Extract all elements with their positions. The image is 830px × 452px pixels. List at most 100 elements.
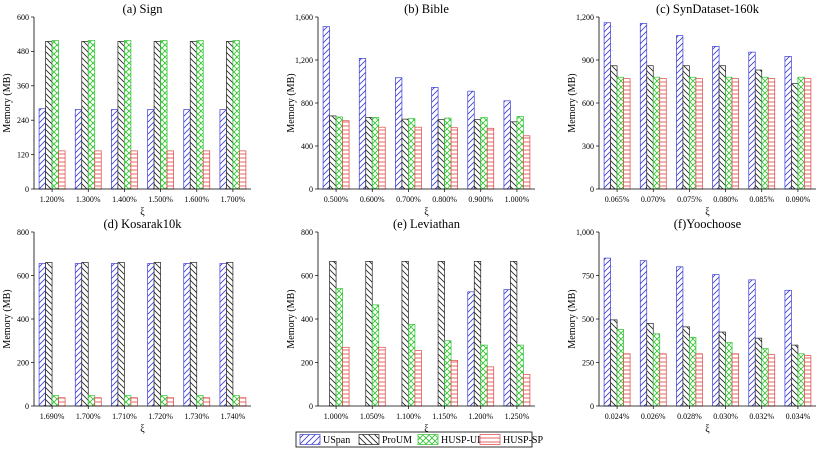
bar-husp-sp-3 — [414, 126, 422, 190]
y-axis-label: Memory (MB) — [286, 73, 297, 132]
legend: USpan ProUM HUSP-ULL HUSP-SP — [295, 431, 543, 448]
x-tick-label: 1.720% — [148, 412, 173, 421]
chart-title: (f)Yoochoose — [674, 217, 742, 231]
y-axis-label: Memory (MB) — [2, 289, 13, 348]
legend-label-husp-ull: HUSP-ULL — [441, 435, 489, 446]
bar-husp-sp-1 — [58, 397, 66, 407]
x-axis-label: ξ — [140, 207, 145, 218]
y-tick-label: 0 — [590, 185, 594, 194]
bar-proum-3 — [401, 261, 409, 407]
bar-husp-sp-3 — [695, 78, 703, 190]
bar-proum-3 — [682, 65, 690, 190]
y-tick-label: 800 — [301, 99, 313, 108]
chart-5: (e) Leviathan 0 200 400 600 800 1.000% 1.050% 1.… — [286, 217, 535, 435]
bar-proum-6 — [226, 41, 234, 190]
y-tick-label: 200 — [17, 358, 29, 367]
y-axis-label: Memory (MB) — [567, 289, 578, 348]
bar-husp-ull-5 — [761, 348, 769, 407]
x-tick-label: 0.600% — [360, 195, 385, 204]
bar-husp-sp-2 — [94, 397, 102, 407]
bar-husp-sp-3 — [695, 353, 703, 407]
bar-husp-sp-1 — [342, 346, 350, 407]
bar-proum-2 — [81, 41, 89, 190]
x-axis-label: ξ — [424, 424, 429, 435]
bar-husp-sp-2 — [378, 126, 386, 190]
bar-proum-5 — [754, 69, 763, 190]
bar-husp-ull-3 — [124, 395, 132, 407]
bar-husp-ull-6 — [797, 353, 805, 407]
x-tick-label: 0.032% — [749, 412, 774, 421]
bar-uspan-3 — [676, 266, 684, 407]
bar-husp-sp-3 — [130, 397, 138, 407]
bar-husp-ull-3 — [689, 76, 697, 190]
bar-husp-ull-5 — [480, 344, 488, 407]
y-tick-label: 0 — [309, 185, 313, 194]
bar-uspan-4 — [431, 87, 439, 190]
y-tick-label: 0 — [309, 402, 313, 411]
chart-panels: (a) Sign 0 120 240 360 480 600 1.200% 1.300% 1.40… — [2, 2, 816, 435]
bar-proum-1 — [610, 319, 618, 407]
legend-label-uspan: USpan — [323, 435, 350, 446]
bar-husp-sp-2 — [94, 150, 102, 190]
chart-1: (a) Sign 0 120 240 360 480 600 1.200% 1.300% 1.40… — [2, 2, 251, 218]
bar-husp-ull-1 — [616, 76, 624, 190]
bar-uspan-6 — [503, 289, 511, 407]
x-tick-label: 1.700% — [76, 412, 101, 421]
x-tick-label: 0.024% — [605, 412, 630, 421]
x-tick-label: 0.090% — [786, 195, 811, 204]
bar-uspan-2 — [74, 109, 83, 190]
y-tick-label: 200 — [301, 358, 313, 367]
y-axis-label: Memory (MB) — [2, 73, 13, 132]
y-tick-label: 480 — [17, 47, 29, 56]
x-axis-label: ξ — [705, 207, 710, 218]
bar-husp-sp-4 — [166, 150, 174, 190]
bar-proum-4 — [437, 261, 445, 407]
bar-husp-sp-5 — [202, 397, 211, 407]
bar-husp-ull-4 — [725, 76, 733, 190]
bar-proum-2 — [646, 323, 654, 407]
bar-husp-sp-4 — [450, 127, 458, 190]
y-tick-label: 1,600 — [295, 13, 313, 22]
bar-uspan-5 — [467, 291, 475, 407]
bar-uspan-4 — [712, 274, 720, 407]
legend-swatch-proum — [358, 434, 380, 445]
y-tick-label: 0 — [25, 185, 29, 194]
x-tick-label: 1.100% — [396, 412, 421, 421]
legend-box — [295, 431, 533, 448]
x-tick-label: 0.030% — [713, 412, 738, 421]
x-tick-label: 1.200% — [40, 195, 65, 204]
x-tick-label: 0.034% — [786, 412, 811, 421]
bar-uspan-6 — [503, 100, 511, 190]
bar-husp-sp-6 — [804, 78, 812, 190]
bar-uspan-4 — [147, 263, 155, 407]
y-tick-label: 300 — [582, 142, 594, 151]
bar-proum-1 — [45, 41, 53, 190]
bar-uspan-5 — [748, 279, 756, 407]
bar-uspan-4 — [712, 46, 720, 190]
bar-uspan-3 — [676, 35, 684, 190]
y-tick-label: 400 — [301, 142, 313, 151]
x-tick-label: 1.740% — [221, 412, 246, 421]
bar-husp-ull-4 — [160, 395, 168, 407]
bar-uspan-1 — [603, 257, 611, 407]
y-tick-label: 360 — [17, 82, 29, 91]
bar-husp-sp-5 — [767, 354, 776, 407]
x-tick-label: 1.300% — [76, 195, 101, 204]
x-tick-label: 0.700% — [396, 195, 421, 204]
bar-husp-ull-3 — [124, 40, 132, 190]
y-tick-label: 250 — [582, 358, 594, 367]
bar-uspan-5 — [183, 263, 191, 407]
x-axis-label: ξ — [140, 424, 145, 435]
bar-husp-sp-6 — [239, 150, 247, 190]
x-tick-label: 0.800% — [432, 195, 457, 204]
bar-husp-sp-6 — [239, 397, 247, 407]
bar-husp-ull-2 — [652, 333, 661, 407]
bar-proum-2 — [365, 117, 373, 190]
chart-title: (b) Bible — [404, 2, 449, 16]
x-tick-label: 1.700% — [221, 195, 246, 204]
bar-proum-1 — [329, 115, 337, 190]
bar-proum-3 — [117, 41, 125, 190]
bar-husp-ull-6 — [516, 344, 524, 407]
bar-husp-sp-4 — [731, 353, 739, 407]
bar-proum-4 — [718, 331, 726, 407]
